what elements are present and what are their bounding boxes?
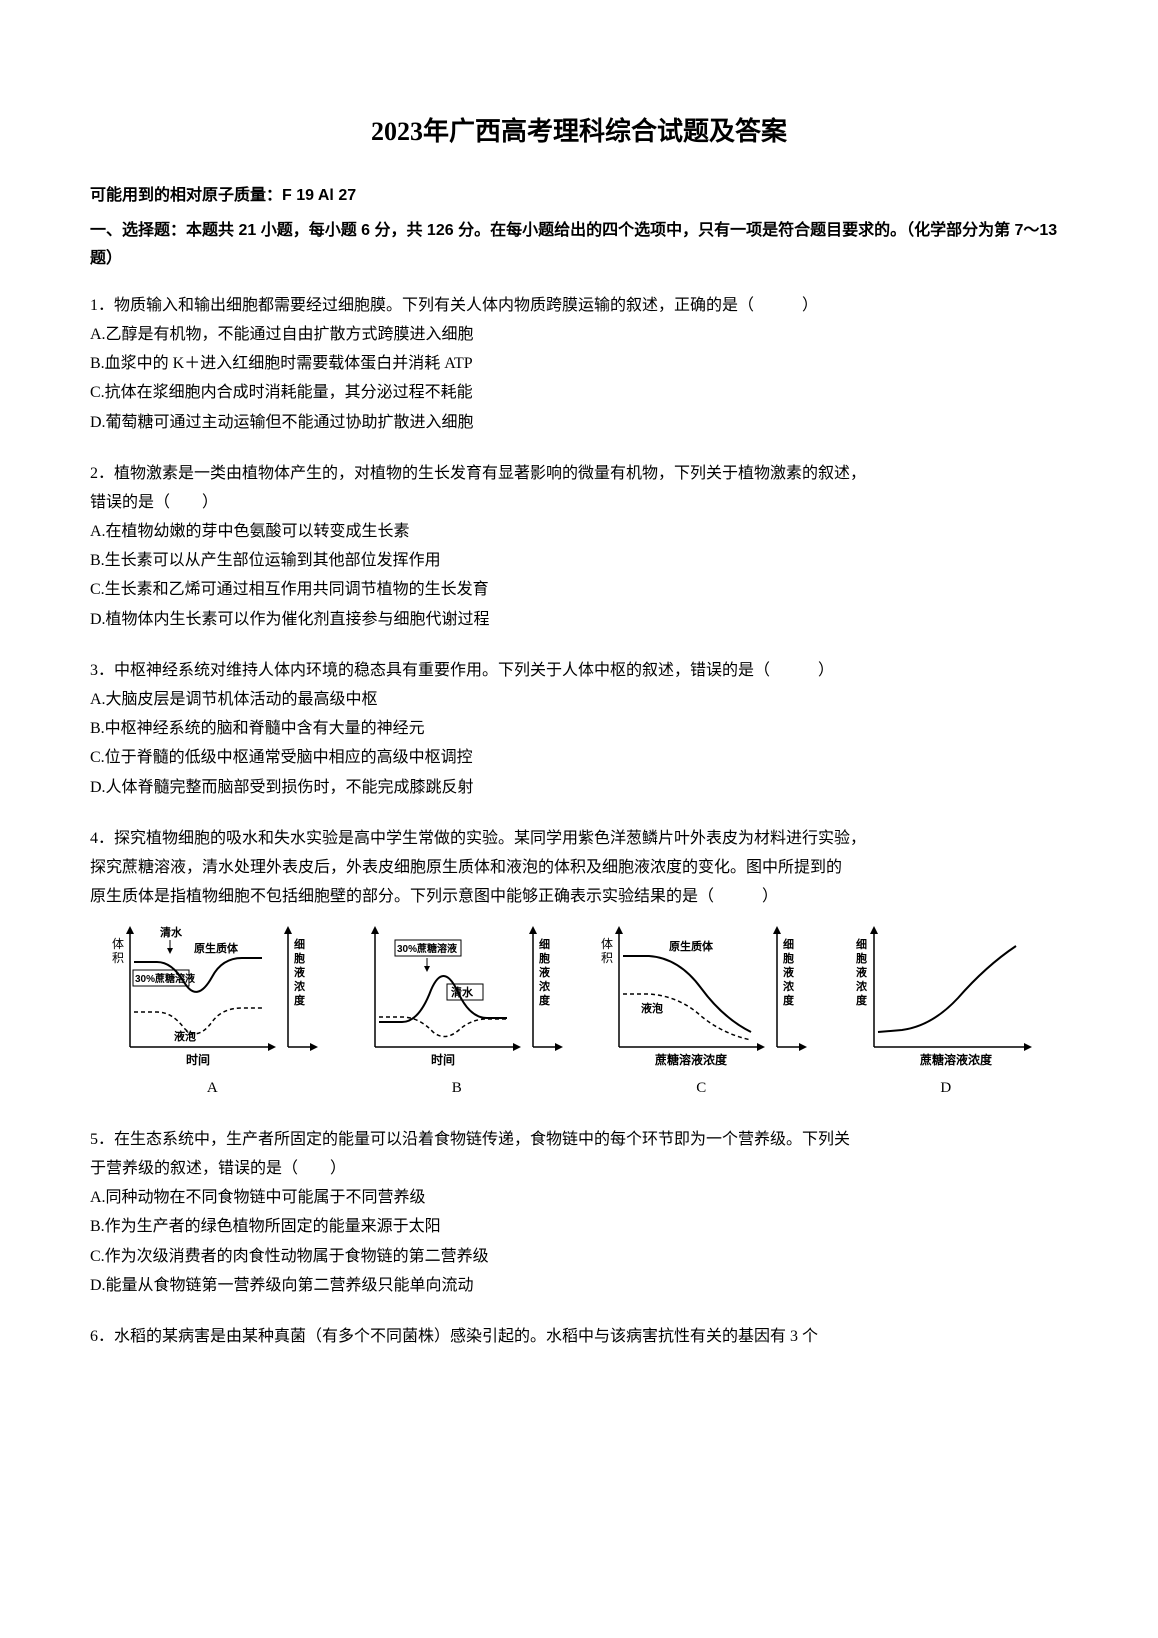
question-3: 3．中枢神经系统对维持人体内环境的稳态具有重要作用。下列关于人体中枢的叙述，错误… <box>90 657 1068 801</box>
svg-text:度: 度 <box>294 993 306 1007</box>
q2-option-a: A.在植物幼嫩的芽中色氨酸可以转变成生长素 <box>90 518 1068 545</box>
question-2: 2．植物激素是一类由植物体产生的，对植物的生长发育有显著影响的微量有机物，下列关… <box>90 460 1068 633</box>
fig-a-vac-label: 液泡 <box>174 1029 196 1043</box>
svg-text:胞: 胞 <box>856 951 867 965</box>
q3-option-b: B.中枢神经系统的脑和脊髓中含有大量的神经元 <box>90 715 1068 742</box>
svg-text:细: 细 <box>539 937 550 951</box>
fig-b-water-label: 清水 <box>451 985 474 999</box>
q1-option-c: C.抗体在浆细胞内合成时消耗能量，其分泌过程不耗能 <box>90 379 1068 406</box>
q3-option-d: D.人体脊髓完整而脑部受到损伤时，不能完成膝跳反射 <box>90 774 1068 801</box>
q3-num: 3． <box>90 662 114 679</box>
q1-option-d: D.葡萄糖可通过主动运输但不能通过协助扩散进入细胞 <box>90 409 1068 436</box>
q1-text: 物质输入和输出细胞都需要经过细胞膜。下列有关人体内物质跨膜运输的叙述，正确的是（… <box>114 297 818 314</box>
svg-text:度: 度 <box>539 993 551 1007</box>
q3-stem: 3．中枢神经系统对维持人体内环境的稳态具有重要作用。下列关于人体中枢的叙述，错误… <box>90 657 1068 684</box>
question-6: 6．水稻的某病害是由某种真菌（有多个不同菌株）感染引起的。水稻中与该病害抗性有关… <box>90 1323 1068 1350</box>
question-1: 1．物质输入和输出细胞都需要经过细胞膜。下列有关人体内物质跨膜运输的叙述，正确的… <box>90 292 1068 436</box>
q3-option-a: A.大脑皮层是调节机体活动的最高级中枢 <box>90 686 1068 713</box>
figure-b-svg: 30%蔗糖溶液 清水 时间 细 胞 液 浓 度 <box>347 922 567 1072</box>
svg-text:浓: 浓 <box>539 979 551 993</box>
q4-figures: 体 积 清水 原生质体 30%蔗糖溶液 液泡 时间 <box>90 922 1068 1102</box>
q5-num: 5． <box>90 1131 114 1148</box>
q1-stem: 1．物质输入和输出细胞都需要经过细胞膜。下列有关人体内物质跨膜运输的叙述，正确的… <box>90 292 1068 319</box>
figure-d-block: 细 胞 液 浓 度 蔗糖溶液浓度 D <box>828 922 1063 1102</box>
q5-option-a: A.同种动物在不同食物链中可能属于不同营养级 <box>90 1184 1068 1211</box>
figure-c-block: 体 积 原生质体 液泡 蔗糖溶液浓度 细 胞 液 浓 度 C <box>584 922 819 1102</box>
fig-a-ylabel2: 积 <box>112 951 124 965</box>
q4-stem-line1: 4．探究植物细胞的吸水和失水实验是高中学生常做的实验。某同学用紫色洋葱鳞片叶外表… <box>90 825 1068 852</box>
q5-option-b: B.作为生产者的绿色植物所固定的能量来源于太阳 <box>90 1213 1068 1240</box>
svg-text:度: 度 <box>856 993 868 1007</box>
figure-a-caption: A <box>207 1076 218 1102</box>
q1-option-a: A.乙醇是有机物，不能通过自由扩散方式跨膜进入细胞 <box>90 321 1068 348</box>
figure-c-svg: 体 积 原生质体 液泡 蔗糖溶液浓度 细 胞 液 浓 度 <box>591 922 811 1072</box>
q5-option-d: D.能量从食物链第一营养级向第二营养级只能单向流动 <box>90 1272 1068 1299</box>
q4-num: 4． <box>90 830 114 847</box>
fig-a-ylabel1: 体 <box>112 937 124 951</box>
svg-text:度: 度 <box>783 993 795 1007</box>
svg-text:液: 液 <box>539 965 551 979</box>
q2-option-c: C.生长素和乙烯可通过相互作用共同调节植物的生长发育 <box>90 576 1068 603</box>
figure-b-caption: B <box>452 1076 462 1102</box>
svg-text:液: 液 <box>783 965 795 979</box>
q2-num: 2． <box>90 465 114 482</box>
svg-text:细: 细 <box>856 937 867 951</box>
svg-text:积: 积 <box>601 951 613 965</box>
q2-option-d: D.植物体内生长素可以作为催化剂直接参与细胞代谢过程 <box>90 606 1068 633</box>
svg-text:浓: 浓 <box>856 979 868 993</box>
page-title: 2023年广西高考理科综合试题及答案 <box>90 110 1068 154</box>
q6-num: 6． <box>90 1328 114 1345</box>
svg-text:胞: 胞 <box>783 951 794 965</box>
q2-text1: 植物激素是一类由植物体产生的，对植物的生长发育有显著影响的微量有机物，下列关于植… <box>114 465 866 482</box>
section-header: 一、选择题：本题共 21 小题，每小题 6 分，共 126 分。在每小题给出的四… <box>90 217 1068 271</box>
question-5: 5．在生态系统中，生产者所固定的能量可以沿着食物链传递，食物链中的每个环节即为一… <box>90 1126 1068 1299</box>
fig-c-vac-label: 液泡 <box>641 1001 663 1015</box>
svg-text:胞: 胞 <box>539 951 550 965</box>
q1-num: 1． <box>90 297 114 314</box>
fig-b-xlabel: 时间 <box>431 1052 455 1067</box>
q3-text: 中枢神经系统对维持人体内环境的稳态具有重要作用。下列关于人体中枢的叙述，错误的是… <box>114 662 834 679</box>
q1-option-b: B.血浆中的 K＋进入红细胞时需要载体蛋白并消耗 ATP <box>90 350 1068 377</box>
fig-a-sucrose-label: 30%蔗糖溶液 <box>135 972 195 985</box>
figure-a-svg: 体 积 清水 原生质体 30%蔗糖溶液 液泡 时间 <box>102 922 322 1072</box>
q6-text: 水稻的某病害是由某种真菌（有多个不同菌株）感染引起的。水稻中与该病害抗性有关的基… <box>114 1328 818 1345</box>
fig-d-xlabel: 蔗糖溶液浓度 <box>919 1052 993 1067</box>
q2-stem-line1: 2．植物激素是一类由植物体产生的，对植物的生长发育有显著影响的微量有机物，下列关… <box>90 460 1068 487</box>
q5-option-c: C.作为次级消费者的肉食性动物属于食物链的第二营养级 <box>90 1243 1068 1270</box>
fig-a-water-label: 清水 <box>160 925 183 939</box>
fig-a-xlabel: 时间 <box>186 1052 210 1067</box>
svg-text:浓: 浓 <box>783 979 795 993</box>
svg-text:体: 体 <box>601 937 613 951</box>
q5-stem-line2: 于营养级的叙述，错误的是（ ） <box>90 1155 1068 1182</box>
svg-text:浓: 浓 <box>294 979 306 993</box>
fig-c-proto-label: 原生质体 <box>669 939 714 953</box>
q4-stem-line3: 原生质体是指植物细胞不包括细胞壁的部分。下列示意图中能够正确表示实验结果的是（ … <box>90 883 1068 910</box>
q2-option-b: B.生长素可以从产生部位运输到其他部位发挥作用 <box>90 547 1068 574</box>
fig-a-r1: 细 <box>294 937 305 951</box>
q3-option-c: C.位于脊髓的低级中枢通常受脑中相应的高级中枢调控 <box>90 744 1068 771</box>
fig-a-proto-label: 原生质体 <box>194 941 239 955</box>
svg-text:细: 细 <box>783 937 794 951</box>
q5-stem-line1: 5．在生态系统中，生产者所固定的能量可以沿着食物链传递，食物链中的每个环节即为一… <box>90 1126 1068 1153</box>
q2-stem-line2: 错误的是（ ） <box>90 489 1068 516</box>
atomic-masses: 可能用到的相对原子质量：F 19 Al 27 <box>90 182 1068 209</box>
svg-text:液: 液 <box>294 965 306 979</box>
figure-d-caption: D <box>940 1076 951 1102</box>
q4-stem-line2: 探究蔗糖溶液，清水处理外表皮后，外表皮细胞原生质体和液泡的体积及细胞液浓度的变化… <box>90 854 1068 881</box>
figure-c-caption: C <box>696 1076 706 1102</box>
fig-b-sucrose-label: 30%蔗糖溶液 <box>397 942 457 955</box>
svg-text:液: 液 <box>856 965 868 979</box>
question-4: 4．探究植物细胞的吸水和失水实验是高中学生常做的实验。某同学用紫色洋葱鳞片叶外表… <box>90 825 1068 1102</box>
figure-d-svg: 细 胞 液 浓 度 蔗糖溶液浓度 <box>846 922 1046 1072</box>
figure-b-block: 30%蔗糖溶液 清水 时间 细 胞 液 浓 度 <box>339 922 574 1102</box>
figure-a-block: 体 积 清水 原生质体 30%蔗糖溶液 液泡 时间 <box>95 922 330 1102</box>
q4-text1: 探究植物细胞的吸水和失水实验是高中学生常做的实验。某同学用紫色洋葱鳞片叶外表皮为… <box>114 830 866 847</box>
q6-stem: 6．水稻的某病害是由某种真菌（有多个不同菌株）感染引起的。水稻中与该病害抗性有关… <box>90 1323 1068 1350</box>
svg-text:胞: 胞 <box>294 951 305 965</box>
fig-c-xlabel: 蔗糖溶液浓度 <box>654 1052 728 1067</box>
q5-text1: 在生态系统中，生产者所固定的能量可以沿着食物链传递，食物链中的每个环节即为一个营… <box>114 1131 850 1148</box>
